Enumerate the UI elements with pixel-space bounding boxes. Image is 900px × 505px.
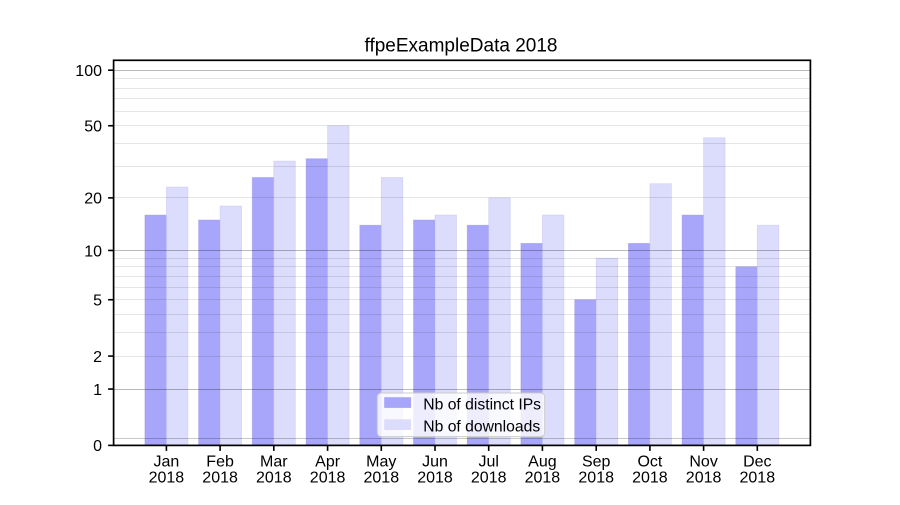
svg-text:2018: 2018 [310,470,346,487]
svg-text:Apr: Apr [315,454,341,471]
svg-text:Nb of downloads: Nb of downloads [423,418,540,435]
svg-text:2018: 2018 [525,470,561,487]
svg-text:2018: 2018 [471,470,507,487]
svg-text:5: 5 [93,293,102,310]
svg-text:50: 50 [84,119,102,136]
svg-text:2018: 2018 [417,470,453,487]
svg-text:Nov: Nov [689,454,717,471]
svg-text:1: 1 [93,382,102,399]
svg-text:ffpeExampleData 2018: ffpeExampleData 2018 [365,36,558,57]
svg-text:2018: 2018 [740,470,776,487]
svg-text:Jul: Jul [478,454,498,471]
svg-text:2018: 2018 [256,470,292,487]
svg-text:20: 20 [84,191,102,208]
svg-text:2018: 2018 [364,470,400,487]
svg-text:Oct: Oct [637,454,662,471]
svg-text:Nb of distinct IPs: Nb of distinct IPs [423,396,541,413]
svg-text:Dec: Dec [743,454,771,471]
svg-text:Sep: Sep [582,454,611,471]
svg-text:0: 0 [93,438,102,455]
svg-text:2018: 2018 [202,470,238,487]
svg-text:2018: 2018 [686,470,722,487]
svg-text:Jun: Jun [422,454,448,471]
svg-text:10: 10 [84,243,102,260]
svg-text:2018: 2018 [149,470,185,487]
svg-text:Feb: Feb [206,454,234,471]
svg-text:Aug: Aug [528,454,556,471]
svg-text:Jan: Jan [154,454,180,471]
svg-text:2: 2 [93,349,102,366]
svg-text:May: May [366,454,396,471]
svg-text:Mar: Mar [260,454,288,471]
svg-text:2018: 2018 [632,470,668,487]
svg-text:2018: 2018 [578,470,614,487]
svg-text:100: 100 [75,63,102,80]
